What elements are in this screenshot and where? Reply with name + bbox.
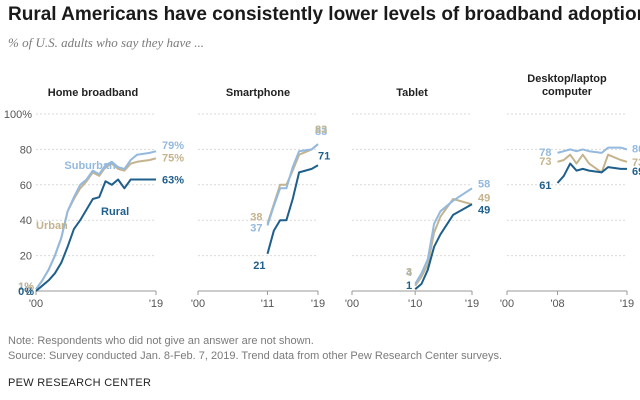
start-label-rural: 61 (539, 180, 551, 192)
start-label-rural: 1 (406, 280, 412, 292)
series-line-suburban (414, 187, 473, 285)
y-tick-label: 40 (20, 215, 32, 227)
end-label-suburban: 79% (162, 140, 184, 152)
end-label-rural: 49 (478, 204, 490, 216)
end-label-urban: 49 (478, 192, 490, 204)
x-tick-label: '19 (311, 298, 325, 310)
panel-title: computer (542, 86, 593, 98)
start-label-urban: 3 (406, 267, 412, 279)
chart-subtitle: % of U.S. adults who say they have ... (8, 35, 205, 50)
x-tick-label: '00 (345, 298, 359, 310)
end-label-urban: 83 (315, 124, 327, 136)
end-label-suburban: 58 (478, 178, 490, 190)
end-label-urban: 75% (162, 152, 184, 164)
y-tick-label: 60 (20, 180, 32, 192)
end-label-rural: 69 (632, 166, 640, 178)
y-tick-label: 20 (20, 251, 32, 263)
x-tick-label: '19 (149, 298, 163, 310)
start-label-suburban: 1% (18, 281, 34, 293)
x-tick-label: '19 (465, 298, 479, 310)
series-line-rural (35, 178, 156, 292)
end-label-urban: 73 (632, 157, 640, 169)
series-line-rural (414, 203, 473, 290)
start-label-urban: 38 (250, 212, 262, 224)
x-tick-label: '00 (500, 298, 514, 310)
series-line-urban (266, 143, 319, 225)
panel-title: Tablet (396, 87, 428, 99)
start-label-suburban: 78 (539, 147, 551, 159)
series-line-suburban (35, 150, 157, 290)
y-tick-label: 100% (4, 109, 32, 121)
series-annotation-suburban: Suburban (64, 160, 116, 172)
panel-title: Smartphone (226, 87, 290, 99)
series-annotation-urban: Urban (36, 220, 68, 232)
series-line-rural (556, 162, 627, 184)
x-tick-label: '11 (261, 298, 275, 310)
x-tick-label: '19 (620, 298, 634, 310)
start-label-rural: 0% (18, 286, 34, 298)
panel-title: Desktop/laptop (527, 73, 607, 85)
series-line-suburban (557, 146, 628, 154)
end-label-suburban: 80 (632, 143, 640, 155)
x-tick-label: '10 (408, 298, 422, 310)
source-text: Source: Survey conducted Jan. 8-Feb. 7, … (8, 350, 503, 362)
series-line-urban (557, 153, 628, 174)
end-label-rural: 63% (162, 174, 184, 186)
series-annotation-rural: Rural (101, 206, 129, 218)
series-line-rural (266, 164, 319, 255)
x-tick-label: '08 (550, 298, 564, 310)
start-label-urban: 1% (18, 281, 34, 293)
start-label-suburban: 37 (250, 223, 262, 235)
note-text: Note: Respondents who did not give an an… (8, 335, 314, 347)
brand-label: PEW RESEARCH CENTER (8, 377, 152, 389)
panel-1: Home broadband'00'191%79%1%75%0%63%Subur… (18, 87, 184, 310)
series-line-urban (414, 198, 473, 287)
series-line-suburban (266, 143, 319, 226)
panel-4: Desktop/laptopcomputer'00'08'19788073736… (500, 73, 640, 310)
x-tick-label: '00 (29, 298, 43, 310)
panel-3: Tablet '00 '10 '19 4 58 3 49 1 49 (345, 87, 490, 310)
x-tick-label: '00 (191, 298, 205, 310)
end-label-suburban: 83 (315, 126, 327, 138)
start-label-rural: 21 (253, 260, 265, 272)
start-label-urban: 73 (539, 156, 551, 168)
chart-title: Rural Americans have consistently lower … (8, 4, 640, 25)
start-label-suburban: 4 (406, 267, 413, 279)
end-label-rural: 71 (318, 150, 330, 162)
y-tick-label: 0 (26, 286, 32, 298)
y-tick-label: 80 (20, 144, 32, 156)
panel-title: Home broadband (48, 87, 138, 99)
